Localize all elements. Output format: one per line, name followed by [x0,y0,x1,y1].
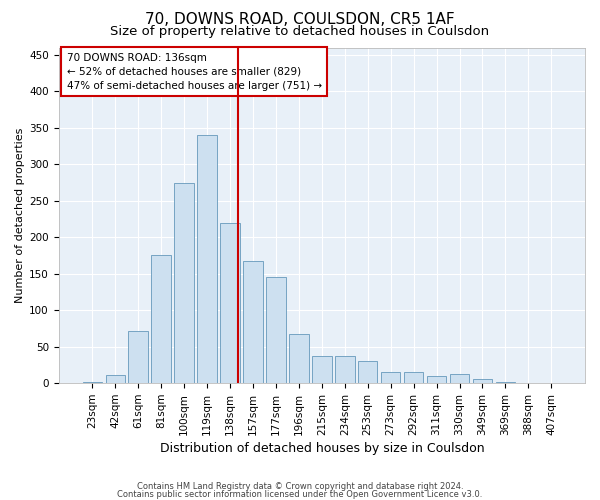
Text: Contains HM Land Registry data © Crown copyright and database right 2024.: Contains HM Land Registry data © Crown c… [137,482,463,491]
Bar [289,334,308,383]
Bar [335,356,355,383]
Bar [312,356,332,383]
Text: Size of property relative to detached houses in Coulsdon: Size of property relative to detached ho… [110,25,490,38]
Bar [404,372,424,383]
Text: 70, DOWNS ROAD, COULSDON, CR5 1AF: 70, DOWNS ROAD, COULSDON, CR5 1AF [145,12,455,28]
Y-axis label: Number of detached properties: Number of detached properties [15,128,25,303]
Bar [266,278,286,383]
Bar [427,376,446,383]
Bar [128,330,148,383]
Text: 70 DOWNS ROAD: 136sqm
← 52% of detached houses are smaller (829)
47% of semi-det: 70 DOWNS ROAD: 136sqm ← 52% of detached … [67,52,322,90]
Bar [220,222,240,383]
Text: Contains public sector information licensed under the Open Government Licence v3: Contains public sector information licen… [118,490,482,499]
Bar [243,262,263,383]
Bar [151,256,171,383]
Bar [473,379,492,383]
Bar [197,135,217,383]
Bar [381,372,400,383]
Bar [450,374,469,383]
Bar [175,182,194,383]
Bar [496,382,515,383]
Bar [358,362,377,383]
X-axis label: Distribution of detached houses by size in Coulsdon: Distribution of detached houses by size … [160,442,484,455]
Bar [106,375,125,383]
Bar [83,382,102,383]
